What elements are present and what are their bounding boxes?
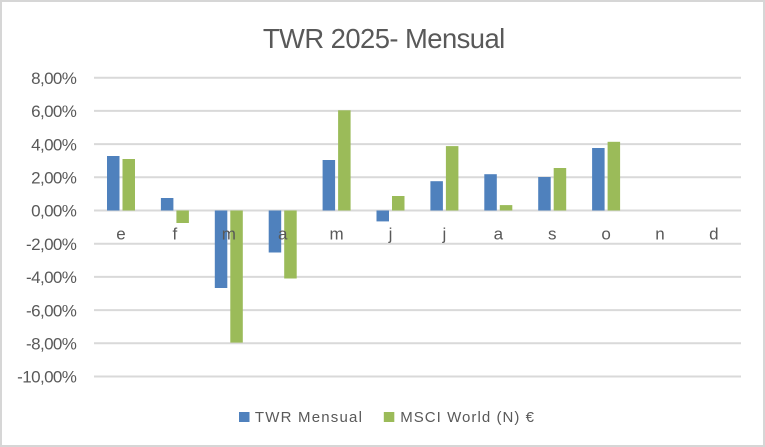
svg-text:-10,00%: -10,00% (17, 368, 77, 387)
svg-text:f: f (173, 225, 178, 244)
svg-text:a: a (494, 225, 504, 244)
svg-text:4,00%: 4,00% (31, 135, 77, 154)
svg-text:-8,00%: -8,00% (26, 335, 77, 354)
svg-text:2,00%: 2,00% (31, 169, 77, 188)
svg-text:d: d (709, 225, 718, 244)
svg-text:j: j (388, 225, 393, 244)
svg-text:s: s (548, 225, 557, 244)
svg-text:-4,00%: -4,00% (26, 268, 77, 287)
svg-text:m: m (330, 225, 344, 244)
svg-text:8,00%: 8,00% (31, 69, 77, 88)
svg-text:-2,00%: -2,00% (26, 235, 77, 254)
svg-text:e: e (116, 225, 125, 244)
svg-text:TWR 2025- Mensual: TWR 2025- Mensual (263, 23, 505, 54)
svg-text:n: n (655, 225, 664, 244)
svg-text:TWR Mensual: TWR Mensual (255, 409, 363, 426)
svg-text:MSCI World (N) €: MSCI World (N) € (400, 409, 535, 426)
svg-text:j: j (442, 225, 447, 244)
svg-text:-6,00%: -6,00% (26, 301, 77, 320)
svg-text:a: a (278, 225, 288, 244)
svg-text:m: m (222, 225, 236, 244)
svg-text:o: o (601, 225, 610, 244)
svg-text:0,00%: 0,00% (31, 202, 77, 221)
svg-text:6,00%: 6,00% (31, 102, 77, 121)
